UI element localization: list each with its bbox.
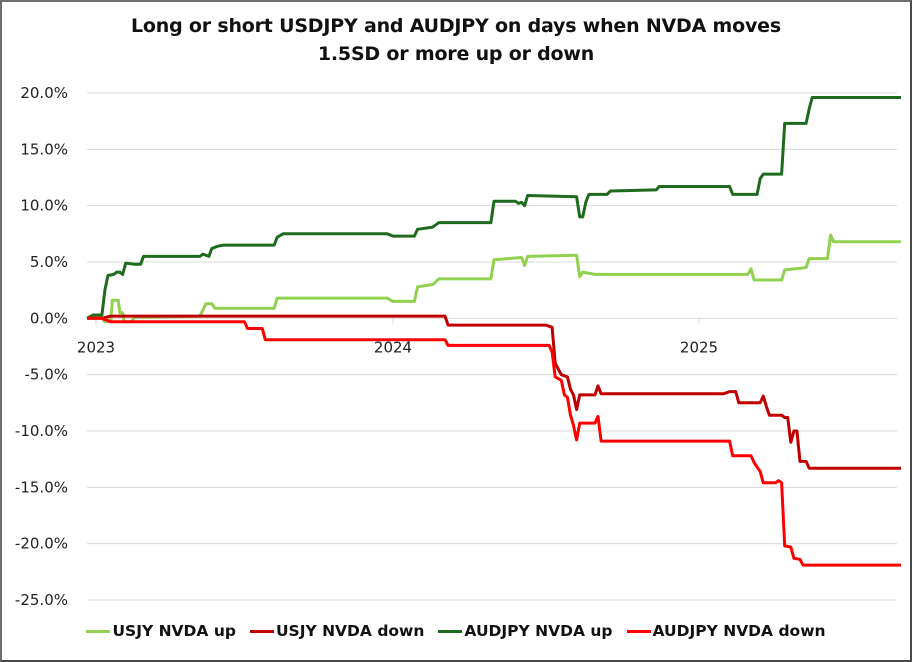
chart-title-line-1: Long or short USDJPY and AUDJPY on days … xyxy=(131,15,781,37)
y-tick-label: -25.0% xyxy=(15,591,68,609)
chart-title: Long or short USDJPY and AUDJPY on days … xyxy=(0,12,912,68)
legend-label: USJY NVDA up xyxy=(112,622,236,640)
legend-label: USJY NVDA down xyxy=(275,622,425,640)
legend-item-usjy-nvda-up[interactable]: USJY NVDA up xyxy=(86,622,236,640)
series-line-audjpy-nvda-up[interactable] xyxy=(86,96,901,320)
series-lines xyxy=(86,96,901,567)
x-axis: 2023 2024 2025 xyxy=(77,317,897,356)
series-line-usjy-nvda-up[interactable] xyxy=(87,233,901,324)
y-tick-label: -15.0% xyxy=(15,478,68,496)
x-tick-label: 2023 xyxy=(77,338,115,356)
legend: USJY NVDA up USJY NVDA down AUDJPY NVDA … xyxy=(0,622,912,640)
legend-item-audjpy-nvda-up[interactable]: AUDJPY NVDA up xyxy=(438,622,613,640)
legend-item-audjpy-nvda-down[interactable]: AUDJPY NVDA down xyxy=(626,622,826,640)
legend-item-usjy-nvda-down[interactable]: USJY NVDA down xyxy=(249,622,425,640)
y-tick-label: -10.0% xyxy=(15,422,68,440)
y-tick-label: -20.0% xyxy=(15,535,68,553)
legend-swatch xyxy=(249,629,274,633)
y-tick-label: 5.0% xyxy=(30,253,68,271)
y-tick-label: 15.0% xyxy=(20,140,68,158)
x-tick-label: 2025 xyxy=(680,338,718,356)
legend-swatch xyxy=(438,629,463,633)
y-tick-label: 20.0% xyxy=(20,84,68,102)
legend-label: AUDJPY NVDA up xyxy=(464,622,613,640)
series-line-usjy-nvda-down[interactable] xyxy=(87,314,901,470)
y-axis-ticks: 20.0% 15.0% 10.0% 5.0% 0.0% -5.0% -10.0% -15.0%… xyxy=(15,84,68,609)
chart-title-line-2: 1.5SD or more up or down xyxy=(317,43,595,65)
y-tick-label: -5.0% xyxy=(24,366,68,384)
series-line-audjpy-nvda-down[interactable] xyxy=(87,316,901,567)
x-tick-label: 2024 xyxy=(374,338,412,356)
legend-swatch xyxy=(626,629,651,633)
y-tick-label: 0.0% xyxy=(30,309,68,327)
legend-swatch xyxy=(86,629,111,633)
legend-label: AUDJPY NVDA down xyxy=(652,622,826,640)
y-tick-label: 10.0% xyxy=(20,197,68,215)
